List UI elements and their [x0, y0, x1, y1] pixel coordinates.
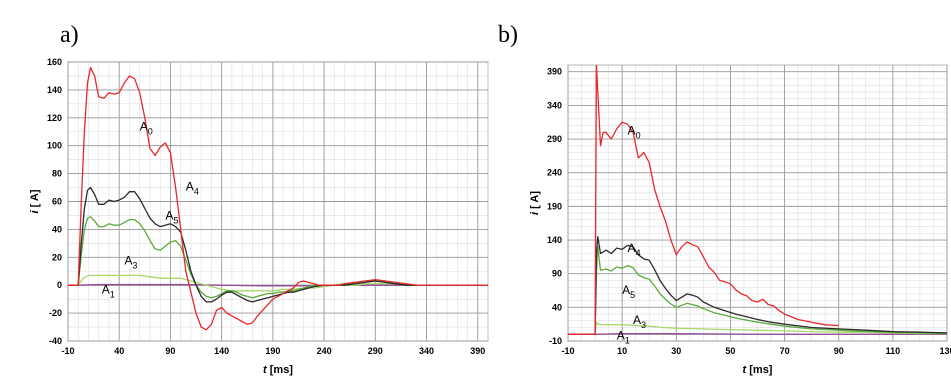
x-axis-var: t [263, 364, 268, 376]
series-group [568, 65, 947, 335]
x-tick-label: 10 [617, 346, 627, 356]
y-axis-title: i [ A] [529, 191, 541, 215]
panel-label: b) [498, 22, 518, 48]
x-tick-label: 130 [939, 346, 951, 356]
y-axis-var: i [529, 211, 541, 215]
series-label-A4: A4 [186, 179, 199, 196]
series-label-A4: A4 [628, 241, 641, 258]
series-label-A3: A3 [124, 253, 137, 270]
y-tick-label: 340 [547, 100, 562, 110]
series-line-A4 [68, 186, 488, 303]
series-line-A0 [568, 65, 839, 335]
series-label-A3: A3 [633, 313, 646, 330]
x-axis-title: t [ms] [263, 364, 293, 376]
x-tick-label: 40 [114, 346, 124, 356]
y-axis-unit: [ A] [29, 189, 41, 210]
y-tick-label: -40 [49, 336, 62, 346]
y-tick-label: 140 [47, 85, 62, 95]
y-tick-label: 190 [547, 201, 562, 211]
series-label-A1: A1 [102, 283, 115, 300]
y-axis-unit: [ A] [529, 191, 541, 212]
series-label-A1: A1 [617, 329, 630, 346]
y-tick-label: 0 [57, 280, 62, 290]
x-tick-label: 50 [725, 346, 735, 356]
series-line-A0 [68, 66, 488, 331]
y-tick-label: -20 [49, 308, 62, 318]
series-line-A3 [568, 321, 947, 335]
y-tick-label: 290 [547, 134, 562, 144]
y-tick-label: 40 [552, 302, 562, 312]
y-tick-label: 40 [52, 224, 62, 234]
y-tick-label: 100 [47, 141, 62, 151]
series-label-A0: A0 [140, 119, 153, 136]
x-tick-label: -10 [561, 346, 574, 356]
x-tick-label: 90 [834, 346, 844, 356]
y-tick-label: 60 [52, 197, 62, 207]
x-axis-title: t [ms] [743, 364, 773, 376]
x-tick-label: 340 [419, 346, 434, 356]
series-group [68, 66, 488, 331]
y-tick-label: 120 [47, 113, 62, 123]
y-tick-label: 240 [547, 168, 562, 178]
x-tick-label: 140 [214, 346, 229, 356]
chart-panel-b: b) -10 10 30 50 70 90 110 130 -10 40 90 140 190 240 290… [498, 22, 951, 376]
y-axis-var: i [29, 210, 41, 214]
series-label-A0: A0 [628, 123, 641, 140]
x-tick-label: 70 [780, 346, 790, 356]
panel-label: a) [60, 22, 79, 48]
y-tick-label: 80 [52, 169, 62, 179]
x-tick-label: 240 [317, 346, 332, 356]
series-line-A1 [568, 332, 947, 335]
series-label-A5: A5 [622, 283, 635, 300]
x-tick-label: 30 [671, 346, 681, 356]
series-label-A5: A5 [165, 209, 178, 226]
x-axis-unit: [ms] [746, 364, 773, 376]
series-line-A4 [568, 236, 947, 335]
y-axis-title: i [ A] [29, 189, 41, 213]
y-tick-label: 20 [52, 252, 62, 262]
y-tick-label: 390 [547, 67, 562, 77]
x-tick-label: 90 [165, 346, 175, 356]
y-tick-label: -10 [549, 336, 562, 346]
x-tick-label: 390 [470, 346, 485, 356]
y-tick-label: 160 [47, 57, 62, 67]
x-tick-label: 110 [886, 346, 901, 356]
x-axis-var: t [743, 364, 748, 376]
x-tick-label: 290 [368, 346, 383, 356]
major-grid [567, 65, 948, 342]
x-axis-unit: [ms] [267, 364, 294, 376]
series-line-A1 [68, 283, 488, 287]
chart-panel-a: a) -10 40 90 140 190 240 290 340 390 -40 -20 0 20 40 60… [29, 22, 489, 376]
x-tick-label: -10 [61, 346, 74, 356]
series-line-A5 [568, 246, 947, 335]
y-tick-label: 140 [547, 235, 562, 245]
y-tick-label: 90 [552, 269, 562, 279]
x-tick-label: 190 [265, 346, 280, 356]
